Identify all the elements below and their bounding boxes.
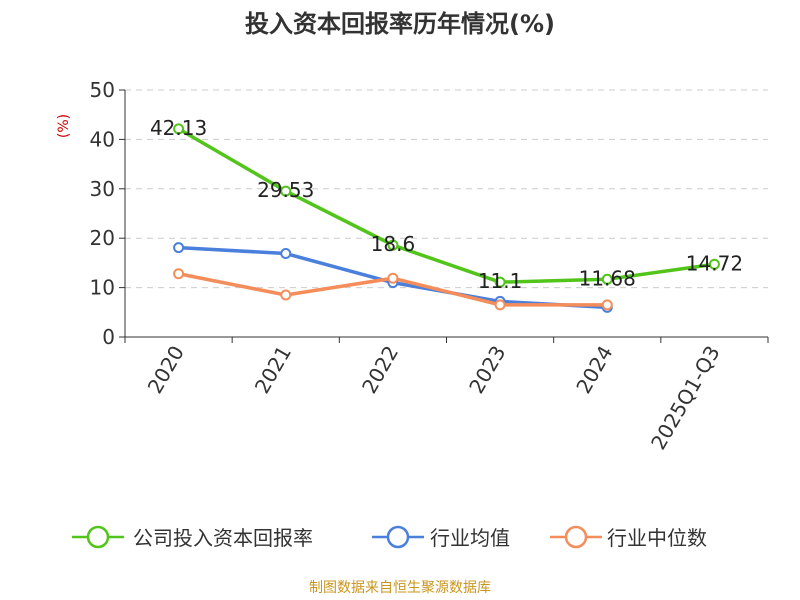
grid-lines — [125, 89, 768, 289]
y-tick-label: 40 — [90, 127, 115, 151]
data-point — [387, 239, 399, 251]
legend-marker-0 — [86, 525, 110, 549]
y-tick-label: 30 — [90, 177, 115, 201]
data-label: 29.53 — [257, 178, 314, 202]
source-note: 制图数据来自恒生聚源数据库 — [309, 580, 491, 596]
data-label: 11.68 — [579, 266, 636, 290]
legend-marker-2 — [564, 525, 588, 549]
y-axis-unit-label: (%) — [56, 114, 72, 138]
chart-title: 投入资本回报率历年情况(%) — [245, 10, 555, 38]
x-tick-label: 2020 — [143, 342, 189, 398]
x-tick-label: 2025Q1-Q3 — [646, 342, 725, 454]
y-tick-label: 10 — [90, 276, 115, 300]
data-point — [601, 299, 613, 311]
x-tick-label: 2022 — [357, 342, 403, 398]
legend: 公司投入资本回报率 行业均值 行业中位数 — [72, 525, 707, 550]
data-point — [173, 242, 185, 254]
data-point — [494, 299, 506, 311]
data-point — [494, 276, 506, 288]
data-point — [601, 273, 613, 285]
data-point — [173, 123, 185, 135]
legend-label: 行业中位数 — [607, 526, 707, 550]
y-tick-label: 20 — [90, 226, 115, 250]
x-tick-label: 2021 — [250, 342, 296, 398]
data-label: 11.1 — [478, 269, 523, 293]
data-label: 18.6 — [371, 232, 416, 256]
legend-label: 行业均值 — [430, 526, 510, 550]
data-point — [387, 272, 399, 284]
data-point — [280, 185, 292, 197]
x-tick-label: 2024 — [571, 342, 617, 398]
data-point — [708, 258, 720, 270]
series-lines — [173, 123, 720, 313]
data-label: 14.72 — [686, 251, 743, 275]
x-tick-label: 2023 — [464, 342, 510, 398]
data-point — [280, 248, 292, 260]
legend-marker-1 — [386, 525, 410, 549]
data-labels: 42.13 29.53 18.6 11.1 11.68 14.72 — [150, 116, 743, 293]
series-line-0 — [177, 127, 715, 284]
data-point — [280, 289, 292, 301]
legend-label: 公司投入资本回报率 — [133, 526, 313, 550]
y-tick-label: 0 — [102, 325, 115, 349]
data-label: 42.13 — [150, 116, 207, 140]
y-tick-label: 50 — [90, 78, 115, 102]
data-point — [173, 268, 185, 280]
